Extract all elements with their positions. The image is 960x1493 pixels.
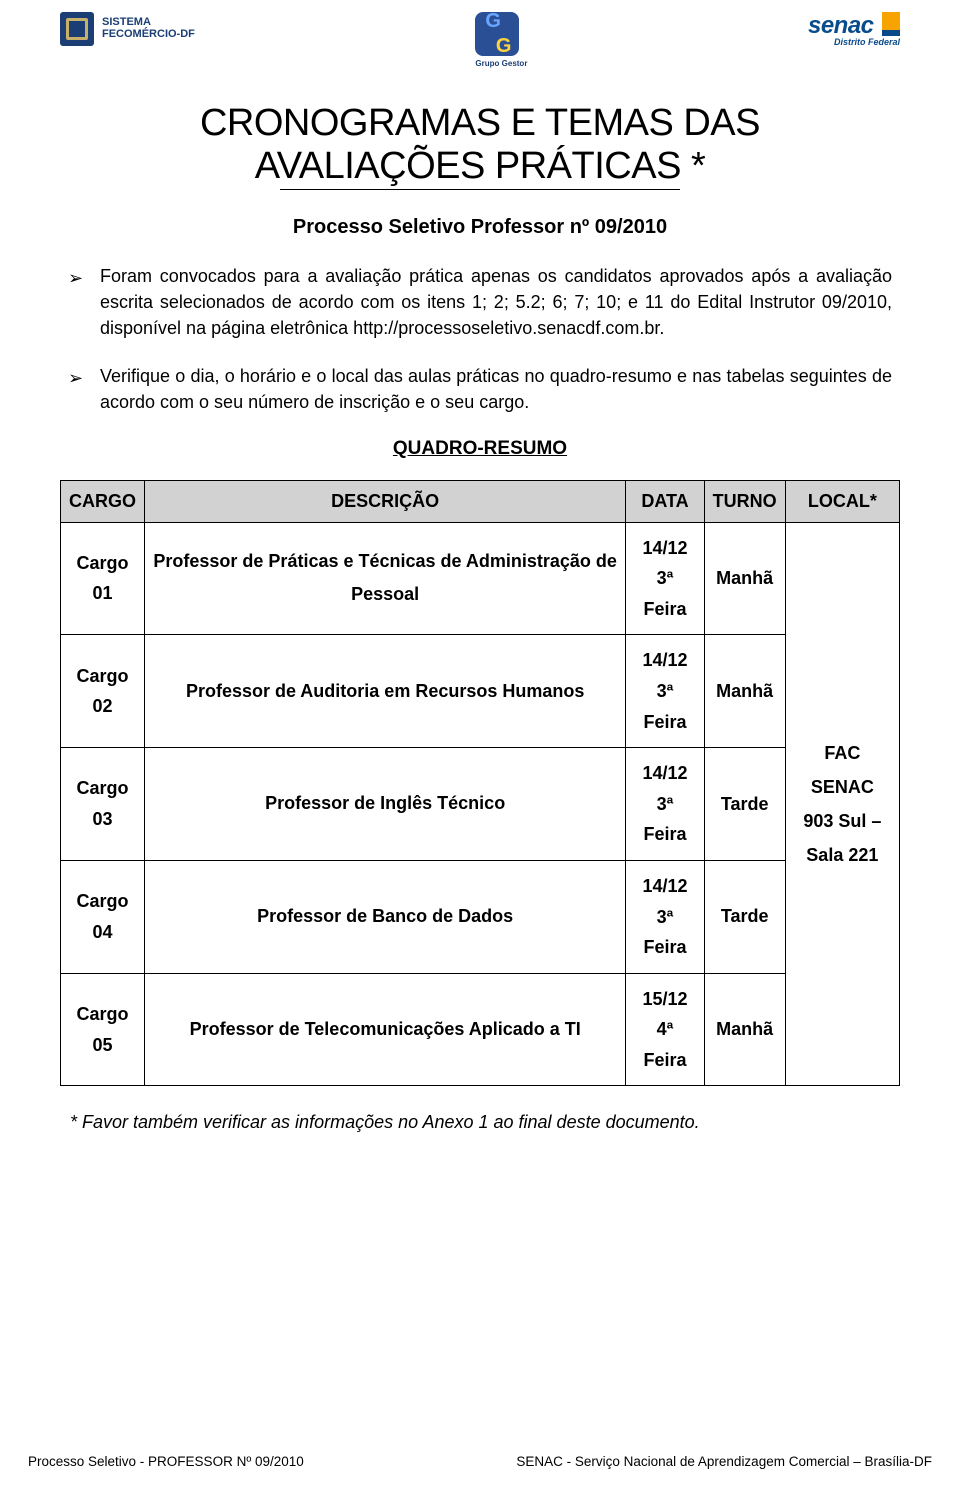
th-turno: TURNO bbox=[704, 480, 785, 522]
title-line1: CRONOGRAMAS E TEMAS DAS bbox=[200, 102, 760, 144]
table-header-row: CARGO DESCRIÇÃO DATA TURNO LOCAL* bbox=[61, 480, 900, 522]
cell-descricao: Professor de Telecomunicações Aplicado a… bbox=[145, 973, 626, 1086]
cell-cargo: Cargo 02 bbox=[61, 635, 145, 748]
grupo-gestor-icon bbox=[475, 12, 519, 56]
footer: Processo Seletivo - PROFESSOR Nº 09/2010… bbox=[28, 1454, 932, 1469]
data-l2: 3ª Feira bbox=[643, 681, 686, 732]
quadro-resumo-heading: QUADRO-RESUMO bbox=[60, 438, 900, 460]
cell-cargo: Cargo 05 bbox=[61, 973, 145, 1086]
bullet-arrow-icon: ➢ bbox=[68, 263, 86, 341]
cargo-l1: Cargo bbox=[76, 1004, 128, 1024]
bullet-1: ➢ Foram convocados para a avaliação prát… bbox=[68, 263, 892, 341]
footer-left: Processo Seletivo - PROFESSOR Nº 09/2010 bbox=[28, 1454, 304, 1469]
cell-turno: Manhã bbox=[704, 522, 785, 635]
cell-turno: Tarde bbox=[704, 748, 785, 861]
grupo-gestor-label: Grupo Gestor bbox=[475, 59, 527, 68]
fecomercio-emblem-icon bbox=[60, 12, 94, 46]
bullet-1-text: Foram convocados para a avaliação prátic… bbox=[100, 263, 892, 341]
footnote: * Favor também verificar as informações … bbox=[70, 1112, 890, 1133]
data-l1: 14/12 bbox=[642, 876, 687, 896]
footer-right: SENAC - Serviço Nacional de Aprendizagem… bbox=[516, 1454, 932, 1469]
local-l1: FAC SENAC bbox=[811, 743, 874, 797]
cell-descricao: Professor de Auditoria em Recursos Human… bbox=[145, 635, 626, 748]
logo-senac: senac Distrito Federal bbox=[808, 12, 900, 47]
data-l1: 14/12 bbox=[642, 650, 687, 670]
th-data: DATA bbox=[626, 480, 704, 522]
senac-flag-icon bbox=[882, 12, 900, 30]
page-title: CRONOGRAMAS E TEMAS DAS AVALIAÇÕES PRÁTI… bbox=[60, 102, 900, 187]
data-l1: 14/12 bbox=[642, 763, 687, 783]
cell-cargo: Cargo 01 bbox=[61, 522, 145, 635]
cargo-l2: 02 bbox=[92, 696, 112, 716]
cell-data: 15/12 4ª Feira bbox=[626, 973, 704, 1086]
th-cargo: CARGO bbox=[61, 480, 145, 522]
cargo-l1: Cargo bbox=[76, 553, 128, 573]
cell-turno: Manhã bbox=[704, 635, 785, 748]
th-descricao: DESCRIÇÃO bbox=[145, 480, 626, 522]
th-local: LOCAL* bbox=[785, 480, 899, 522]
cargo-l1: Cargo bbox=[76, 666, 128, 686]
table-row: Cargo 01 Professor de Práticas e Técnica… bbox=[61, 522, 900, 635]
table-row: Cargo 02 Professor de Auditoria em Recur… bbox=[61, 635, 900, 748]
cell-data: 14/12 3ª Feira bbox=[626, 748, 704, 861]
cell-cargo: Cargo 04 bbox=[61, 860, 145, 973]
cargo-l1: Cargo bbox=[76, 778, 128, 798]
data-l1: 14/12 bbox=[642, 538, 687, 558]
cargo-l2: 04 bbox=[92, 922, 112, 942]
fecomercio-line2: FECOMÉRCIO-DF bbox=[102, 29, 195, 41]
data-l2: 3ª Feira bbox=[643, 794, 686, 845]
cell-turno: Manhã bbox=[704, 973, 785, 1086]
table-row: Cargo 05 Professor de Telecomunicações A… bbox=[61, 973, 900, 1086]
title-line2: AVALIAÇÕES PRÁTICAS * bbox=[255, 145, 706, 187]
page: SISTEMA FECOMÉRCIO-DF Grupo Gestor senac… bbox=[0, 0, 960, 1493]
cell-local: FAC SENAC 903 Sul – Sala 221 bbox=[785, 522, 899, 1086]
cell-descricao: Professor de Inglês Técnico bbox=[145, 748, 626, 861]
table-row: Cargo 04 Professor de Banco de Dados 14/… bbox=[61, 860, 900, 973]
cargo-l2: 05 bbox=[92, 1035, 112, 1055]
cargo-l2: 03 bbox=[92, 809, 112, 829]
data-l2: 4ª Feira bbox=[643, 1019, 686, 1070]
bullet-arrow-icon: ➢ bbox=[68, 363, 86, 415]
cargo-l1: Cargo bbox=[76, 891, 128, 911]
bullet-2-text: Verifique o dia, o horário e o local das… bbox=[100, 363, 892, 415]
logo-fecomercio: SISTEMA FECOMÉRCIO-DF bbox=[60, 12, 195, 46]
senac-word: senac bbox=[808, 12, 874, 39]
cell-data: 14/12 3ª Feira bbox=[626, 522, 704, 635]
logo-grupo-gestor: Grupo Gestor bbox=[475, 12, 527, 68]
cell-turno: Tarde bbox=[704, 860, 785, 973]
quadro-resumo-table: CARGO DESCRIÇÃO DATA TURNO LOCAL* Cargo … bbox=[60, 480, 900, 1087]
cell-descricao: Professor de Banco de Dados bbox=[145, 860, 626, 973]
cell-data: 14/12 3ª Feira bbox=[626, 860, 704, 973]
cell-descricao: Professor de Práticas e Técnicas de Admi… bbox=[145, 522, 626, 635]
title-underline bbox=[280, 189, 680, 190]
cell-cargo: Cargo 03 bbox=[61, 748, 145, 861]
header-logos: SISTEMA FECOMÉRCIO-DF Grupo Gestor senac… bbox=[60, 0, 900, 96]
local-l3: Sala 221 bbox=[806, 845, 878, 865]
local-l2: 903 Sul – bbox=[803, 811, 881, 831]
bullet-2: ➢ Verifique o dia, o horário e o local d… bbox=[68, 363, 892, 415]
cell-data: 14/12 3ª Feira bbox=[626, 635, 704, 748]
data-l2: 3ª Feira bbox=[643, 568, 686, 619]
process-line: Processo Seletivo Professor nº 09/2010 bbox=[60, 216, 900, 239]
cargo-l2: 01 bbox=[92, 583, 112, 603]
fecomercio-text: SISTEMA FECOMÉRCIO-DF bbox=[102, 17, 195, 40]
data-l1: 15/12 bbox=[642, 989, 687, 1009]
data-l2: 3ª Feira bbox=[643, 907, 686, 958]
table-row: Cargo 03 Professor de Inglês Técnico 14/… bbox=[61, 748, 900, 861]
